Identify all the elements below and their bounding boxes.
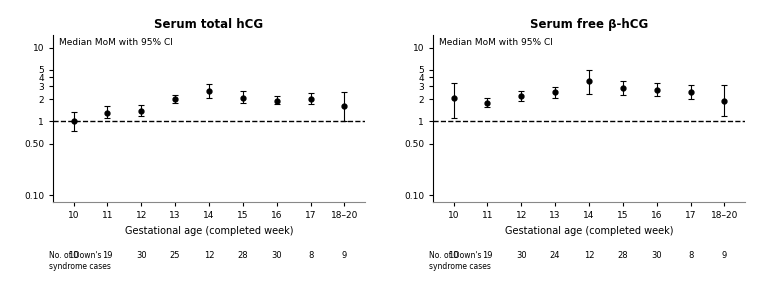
- Text: 10: 10: [68, 251, 79, 260]
- Text: 8: 8: [308, 251, 313, 260]
- Text: Median MoM with 95% CI: Median MoM with 95% CI: [439, 38, 553, 47]
- Text: 9: 9: [342, 251, 347, 260]
- Text: No. of Down's
syndrome cases: No. of Down's syndrome cases: [49, 251, 111, 271]
- Text: 30: 30: [271, 251, 282, 260]
- Title: Serum free β-hCG: Serum free β-hCG: [530, 18, 648, 31]
- Text: 30: 30: [136, 251, 147, 260]
- Text: 24: 24: [550, 251, 560, 260]
- X-axis label: Gestational age (completed week): Gestational age (completed week): [505, 226, 673, 236]
- Text: 12: 12: [584, 251, 594, 260]
- Text: 9: 9: [722, 251, 727, 260]
- Text: 28: 28: [238, 251, 249, 260]
- X-axis label: Gestational age (completed week): Gestational age (completed week): [125, 226, 293, 236]
- Text: 28: 28: [618, 251, 629, 260]
- Title: Serum total hCG: Serum total hCG: [154, 18, 264, 31]
- Text: 30: 30: [516, 251, 527, 260]
- Text: 25: 25: [170, 251, 180, 260]
- Text: No. of Down's
syndrome cases: No. of Down's syndrome cases: [429, 251, 491, 271]
- Text: 30: 30: [651, 251, 662, 260]
- Text: 8: 8: [688, 251, 693, 260]
- Text: Median MoM with 95% CI: Median MoM with 95% CI: [59, 38, 173, 47]
- Text: 10: 10: [448, 251, 459, 260]
- Text: 19: 19: [482, 251, 492, 260]
- Text: 19: 19: [102, 251, 112, 260]
- Text: 12: 12: [204, 251, 214, 260]
